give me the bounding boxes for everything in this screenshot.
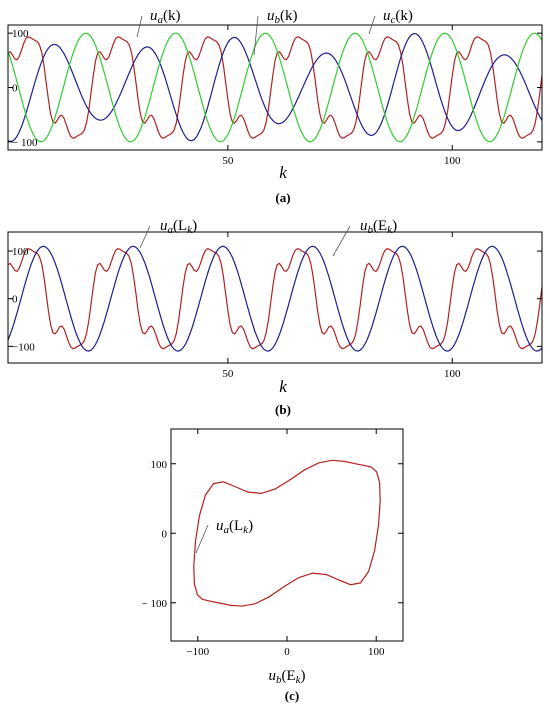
series-line-3: [8, 32, 542, 143]
x-tick-label: −100: [186, 646, 209, 658]
plot-frame: [7, 231, 543, 364]
x-tick-label: 100: [368, 646, 385, 658]
label-leader-line: [253, 15, 259, 56]
y-tick-label: 0: [162, 528, 168, 540]
y-tick-label: 100: [12, 246, 29, 258]
x-axis-label: k: [279, 163, 287, 182]
x-axis-label: ub(Ek): [268, 668, 305, 686]
x-axis-label: k: [279, 377, 287, 396]
y-tick-label: 0: [12, 83, 18, 95]
series-line-1: [8, 248, 542, 350]
plot-frame: [170, 428, 404, 642]
x-tick-label: 50: [222, 155, 234, 167]
chart-panel-b: 100 0 −100 50 100 k (b): [7, 231, 543, 417]
series-line-1: [8, 36, 542, 139]
chart-panel-c: 100 0 − 100 −100 0 100 (c): [142, 428, 404, 703]
series-label-2: ub(k): [267, 8, 298, 26]
series-line-1: [193, 459, 381, 607]
plot-frame: [7, 24, 543, 151]
x-tick-label: 100: [444, 155, 461, 167]
series-label-3: uc(k): [383, 8, 413, 26]
chart-panel-a: 100 0 − 100 50 100 k (a): [7, 24, 543, 205]
y-tick-label: −100: [12, 341, 35, 353]
series-line-2: [8, 32, 542, 143]
y-tick-label: 100: [151, 459, 168, 471]
panel-caption: (b): [275, 402, 291, 417]
panel-caption: (a): [275, 190, 290, 205]
y-tick-label: 0: [12, 294, 18, 306]
label-leader-line: [195, 524, 209, 554]
label-leader-line: [139, 225, 151, 249]
series-label-2: ub(Ek): [360, 218, 397, 236]
y-tick-label: 100: [12, 28, 29, 40]
series-label-1: ua(Lk): [216, 518, 253, 536]
y-tick-label: − 100: [12, 137, 38, 149]
series-label-1: ua(Lk): [160, 218, 197, 236]
x-tick-label: 100: [444, 368, 461, 380]
x-tick-label: 0: [284, 646, 290, 658]
series-label-1: ua(k): [150, 8, 181, 26]
label-leader-line: [136, 15, 143, 38]
panel-caption: (c): [285, 688, 299, 703]
series-line-2: [8, 245, 542, 352]
y-tick-label: − 100: [142, 598, 168, 610]
label-leader-line: [368, 15, 376, 35]
x-tick-label: 50: [222, 368, 234, 380]
label-leader-line: [332, 225, 351, 257]
